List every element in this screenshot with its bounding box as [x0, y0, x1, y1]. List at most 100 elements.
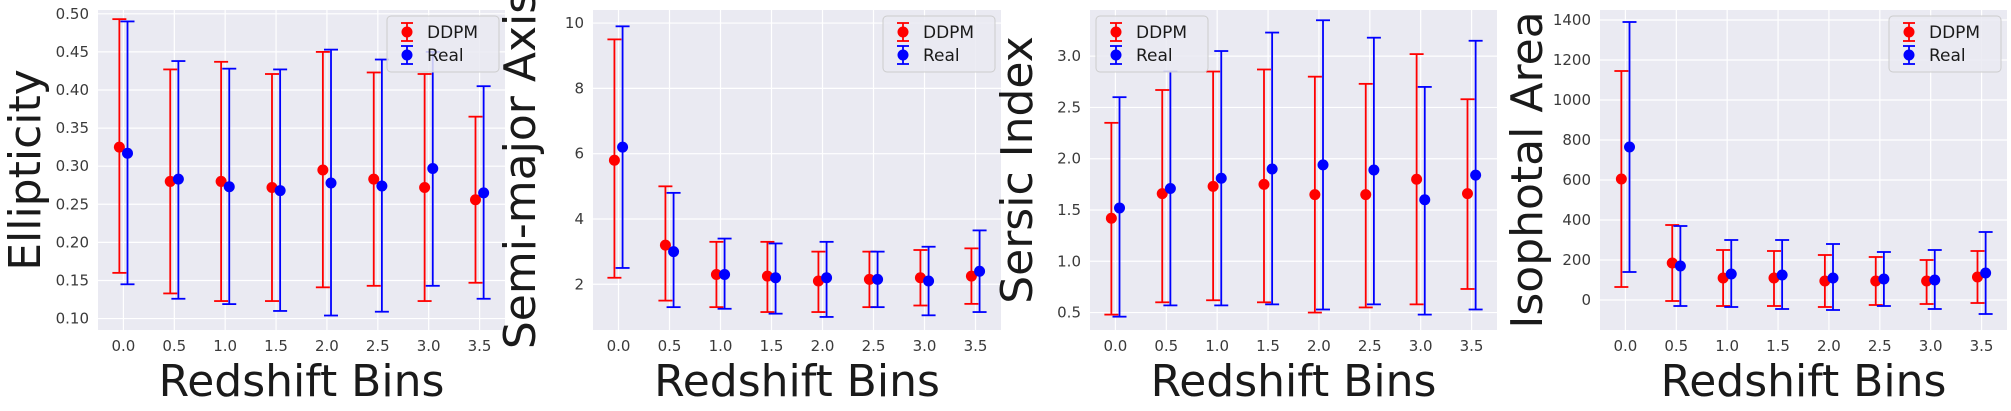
x-axis-label: Redshift Bins [1661, 356, 1947, 407]
data-point [325, 177, 337, 189]
data-point [659, 239, 671, 251]
legend-label: DDPM [923, 23, 974, 43]
x-tick-label: 0.0 [1614, 337, 1638, 355]
data-point [1470, 169, 1482, 181]
y-tick-label: 200 [1562, 251, 1591, 269]
data-point [1215, 172, 1227, 184]
x-tick-label: 2.0 [1307, 337, 1331, 355]
x-tick-label: 3.0 [913, 337, 937, 355]
y-tick-label: 800 [1562, 131, 1591, 149]
x-tick-label: 3.0 [417, 337, 441, 355]
data-point [719, 268, 731, 280]
x-tick-label: 3.5 [964, 337, 988, 355]
data-point [1164, 182, 1176, 194]
data-point [1411, 173, 1423, 185]
legend-marker [897, 49, 909, 61]
x-tick-label: 0.0 [1104, 337, 1128, 355]
legend-marker [897, 26, 909, 38]
x-tick-label: 1.5 [760, 337, 784, 355]
x-tick-label: 0.5 [658, 337, 682, 355]
data-point [419, 182, 431, 194]
x-tick-label: 3.5 [1460, 337, 1484, 355]
data-point [617, 141, 629, 153]
x-tick-label: 1.5 [1766, 337, 1790, 355]
y-tick-label: 0.25 [56, 195, 89, 213]
data-point [923, 275, 935, 287]
legend-label: Real [427, 46, 464, 66]
data-point [1360, 189, 1372, 201]
series-real [615, 25, 987, 318]
legend-label: DDPM [1929, 23, 1980, 43]
legend-marker [1110, 49, 1122, 61]
series-ddpm [607, 38, 979, 313]
legend-box [882, 15, 996, 73]
x-tick-label: 1.0 [1205, 337, 1229, 355]
x-axis-label: Redshift Bins [654, 356, 940, 407]
x-tick-label: 1.5 [1256, 337, 1280, 355]
legend-label: DDPM [427, 23, 478, 43]
y-tick-label: 8 [574, 79, 584, 97]
data-point [1971, 271, 1983, 283]
data-point [427, 162, 439, 174]
x-tick-label: 1.0 [1715, 337, 1739, 355]
data-point [1317, 159, 1329, 171]
series-ddpm [112, 18, 483, 302]
x-tick-label: 0.0 [607, 337, 631, 355]
data-point [965, 270, 977, 282]
y-tick-label: 1400 [1553, 11, 1591, 29]
data-point [1156, 188, 1168, 200]
data-point [863, 273, 875, 285]
data-point [1615, 173, 1627, 185]
x-tick-label: 0.5 [162, 337, 186, 355]
y-tick-label: 1200 [1553, 51, 1591, 69]
series-ddpm [1614, 70, 1985, 308]
data-point [223, 181, 235, 193]
data-point [122, 147, 134, 159]
data-point [872, 273, 884, 285]
y-tick-label: 2 [574, 275, 584, 293]
chart-panel-3: 0 200 400 600 800 1000 1200 1400 0.0 0.5 1.0 1.5 2.0… [1502, 10, 2007, 407]
data-point [1258, 178, 1270, 190]
legend-marker [1903, 49, 1915, 61]
series-ddpm [1104, 53, 1475, 316]
x-tick-label: 3.0 [1919, 337, 1943, 355]
y-tick-label: 0.20 [56, 233, 89, 251]
data-point [761, 270, 773, 282]
legend-label: DDPM [1136, 23, 1187, 43]
x-tick-label: 3.0 [1409, 337, 1433, 355]
y-tick-label: 10 [565, 14, 584, 32]
data-point [172, 173, 184, 185]
x-axis-label: Redshift Bins [1151, 356, 1437, 407]
x-tick-label: 2.0 [1817, 337, 1841, 355]
y-tick-label: 2.5 [1057, 98, 1081, 116]
y-tick-label: 0.30 [56, 157, 89, 175]
data-point [1624, 141, 1636, 153]
legend-box [386, 15, 500, 73]
x-tick-label: 3.5 [468, 337, 492, 355]
data-point [1980, 267, 1992, 279]
chart-panel-2: 0.5 1.0 1.5 2.0 2.5 3.0 0.0 0.5 1.0 1.5 2.0 2.5 3.0 3… [992, 10, 1497, 407]
y-tick-label: 400 [1562, 211, 1591, 229]
y-tick-label: 0.35 [56, 119, 89, 137]
data-point [317, 164, 329, 176]
legend: DDPM Real [882, 15, 996, 73]
legend-marker [401, 49, 413, 61]
data-point [1878, 273, 1890, 285]
legend-box [1095, 15, 1209, 73]
x-tick-label: 2.5 [1868, 337, 1892, 355]
data-point [1827, 272, 1839, 284]
legend-marker [1110, 26, 1122, 38]
data-point [1725, 268, 1737, 280]
data-point [608, 154, 620, 166]
y-tick-label: 1.0 [1057, 252, 1081, 270]
data-point [770, 272, 782, 284]
data-point [1207, 180, 1219, 192]
x-tick-label: 2.0 [811, 337, 835, 355]
y-tick-label: 600 [1562, 171, 1591, 189]
y-axis-label: Ellipticity [0, 69, 51, 271]
data-point [1921, 275, 1933, 287]
y-tick-label: 0.5 [1057, 304, 1081, 322]
series-real [1112, 19, 1483, 318]
data-point [821, 272, 833, 284]
y-tick-label: 0 [1581, 291, 1591, 309]
